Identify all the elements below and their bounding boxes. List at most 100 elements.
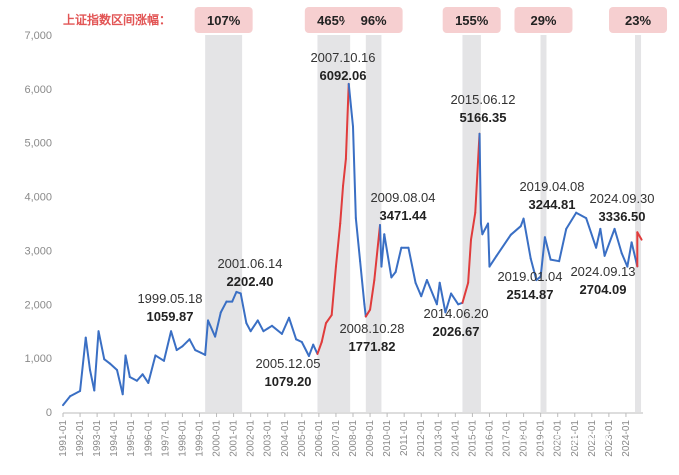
x-tick-label: 1992-01 bbox=[75, 420, 86, 457]
x-tick-label: 2001-01 bbox=[229, 420, 240, 457]
x-tick-label: 2018-01 bbox=[519, 420, 530, 457]
index-line-segment bbox=[316, 340, 323, 355]
gain-label: 155% bbox=[455, 13, 489, 28]
index-line-segment bbox=[162, 330, 173, 362]
index-line-segment bbox=[469, 211, 477, 241]
index-line bbox=[62, 82, 643, 407]
index-line-segment bbox=[414, 281, 423, 298]
x-tick-label: 1999-01 bbox=[194, 420, 205, 457]
annotation-value: 2514.87 bbox=[507, 287, 554, 302]
index-line-segment bbox=[495, 233, 512, 257]
gain-label: 23% bbox=[625, 13, 651, 28]
x-tick-label: 2022-01 bbox=[587, 420, 598, 457]
annotations: 1999.05.18 1059.87 2001.06.14 2202.40 2005.1… bbox=[137, 50, 654, 389]
index-line-segment bbox=[383, 233, 393, 279]
index-line-segment bbox=[359, 260, 366, 306]
index-line-segment bbox=[270, 324, 283, 335]
period-band bbox=[635, 35, 642, 412]
index-line-segment bbox=[558, 227, 568, 263]
index-line-segment bbox=[288, 316, 298, 341]
y-axis: 0 1,000 2,000 3,000 4,000 5,000 6,000 7,000 bbox=[24, 30, 52, 419]
gain-label: 107% bbox=[207, 13, 241, 28]
x-tick-label: 2005-01 bbox=[297, 420, 308, 457]
index-line-segment bbox=[141, 373, 150, 384]
annotation-value: 2026.67 bbox=[433, 324, 480, 339]
annotation-date: 1999.05.18 bbox=[137, 291, 202, 306]
gain-pill bbox=[442, 7, 501, 33]
index-line-segment bbox=[509, 225, 522, 236]
annotation-date: 2019.01.04 bbox=[497, 269, 562, 284]
index-line-segment bbox=[585, 217, 598, 249]
x-tick-label: 2002-01 bbox=[246, 420, 257, 457]
index-line-segment bbox=[565, 211, 578, 230]
index-line-segment bbox=[481, 222, 490, 236]
x-tick-label: 2016-01 bbox=[484, 420, 495, 457]
index-line-segment bbox=[373, 224, 382, 282]
x-tick-label: 2010-01 bbox=[382, 420, 393, 457]
index-line-segment bbox=[214, 311, 222, 338]
index-line-segment bbox=[450, 292, 460, 306]
index-line-segment bbox=[390, 270, 397, 279]
gain-pill bbox=[344, 7, 403, 33]
annotation-date: 2001.06.14 bbox=[217, 256, 282, 271]
index-line-segment bbox=[330, 265, 337, 317]
x-tick-label: 2011-01 bbox=[399, 420, 410, 456]
index-line-segment bbox=[369, 279, 376, 311]
index-line-segment bbox=[116, 368, 124, 396]
x-tick-label: 2013-01 bbox=[433, 420, 444, 457]
annotation-value: 2704.09 bbox=[580, 282, 627, 297]
index-line-segment bbox=[62, 395, 72, 407]
y-tick-label: 7,000 bbox=[24, 30, 52, 42]
annotation-date: 2024.09.13 bbox=[570, 264, 635, 279]
annotation-value: 1079.20 bbox=[265, 374, 312, 389]
index-line-segment bbox=[219, 300, 228, 314]
gain-label: 29% bbox=[530, 13, 556, 28]
x-tick-label: 2003-01 bbox=[263, 420, 274, 457]
y-tick-label: 3,000 bbox=[24, 245, 52, 257]
index-line-segment bbox=[478, 132, 482, 225]
annotation-value: 1771.82 bbox=[349, 339, 396, 354]
index-line-segment bbox=[488, 254, 498, 268]
x-tick-label: 1998-01 bbox=[177, 420, 188, 457]
x-tick-label: 2014-01 bbox=[450, 420, 461, 457]
index-line-segment bbox=[575, 211, 588, 220]
index-line-segment bbox=[135, 373, 144, 382]
annotation-value: 3244.81 bbox=[529, 197, 576, 212]
index-line-segment bbox=[84, 336, 92, 371]
header: 上证指数区间涨幅： 107% 465% 96% 155% 29% 23% bbox=[63, 7, 668, 33]
index-line-segment bbox=[487, 222, 491, 268]
index-line-segment bbox=[204, 319, 209, 356]
annotation-date: 2015.06.12 bbox=[450, 92, 515, 107]
index-line-segment bbox=[461, 281, 470, 304]
index-line-segment bbox=[181, 338, 191, 348]
index-line-segment bbox=[334, 222, 342, 268]
index-line-segment bbox=[407, 246, 417, 284]
index-line-segment bbox=[121, 354, 127, 396]
index-line-segment bbox=[529, 257, 538, 282]
index-line-segment bbox=[626, 241, 633, 268]
index-line-segment bbox=[79, 336, 87, 392]
gain-pill bbox=[194, 7, 253, 33]
x-tick-label: 2009-01 bbox=[365, 420, 376, 457]
x-tick-label: 2006-01 bbox=[314, 420, 325, 457]
annotation-date: 2024.09.30 bbox=[589, 191, 654, 206]
annotation-value: 5166.35 bbox=[460, 110, 507, 125]
annotation-date: 2019.04.08 bbox=[519, 179, 584, 194]
index-line-segment bbox=[239, 292, 248, 325]
index-line-segment bbox=[636, 231, 643, 241]
index-line-segment bbox=[543, 236, 552, 261]
index-line-segment bbox=[188, 338, 197, 352]
index-line-segment bbox=[97, 330, 106, 361]
y-tick-label: 6,000 bbox=[24, 84, 52, 96]
index-line-segment bbox=[300, 340, 310, 357]
x-tick-label: 2021-01 bbox=[570, 420, 581, 457]
index-line-segment bbox=[380, 233, 386, 268]
index-line-segment bbox=[347, 82, 354, 128]
index-line-segment bbox=[312, 343, 319, 355]
index-line-segment bbox=[108, 362, 119, 371]
index-line-segment bbox=[613, 227, 623, 255]
index-line-segment bbox=[599, 227, 606, 257]
gain-label: 96% bbox=[361, 13, 387, 28]
x-tick-label: 2008-01 bbox=[348, 420, 359, 457]
